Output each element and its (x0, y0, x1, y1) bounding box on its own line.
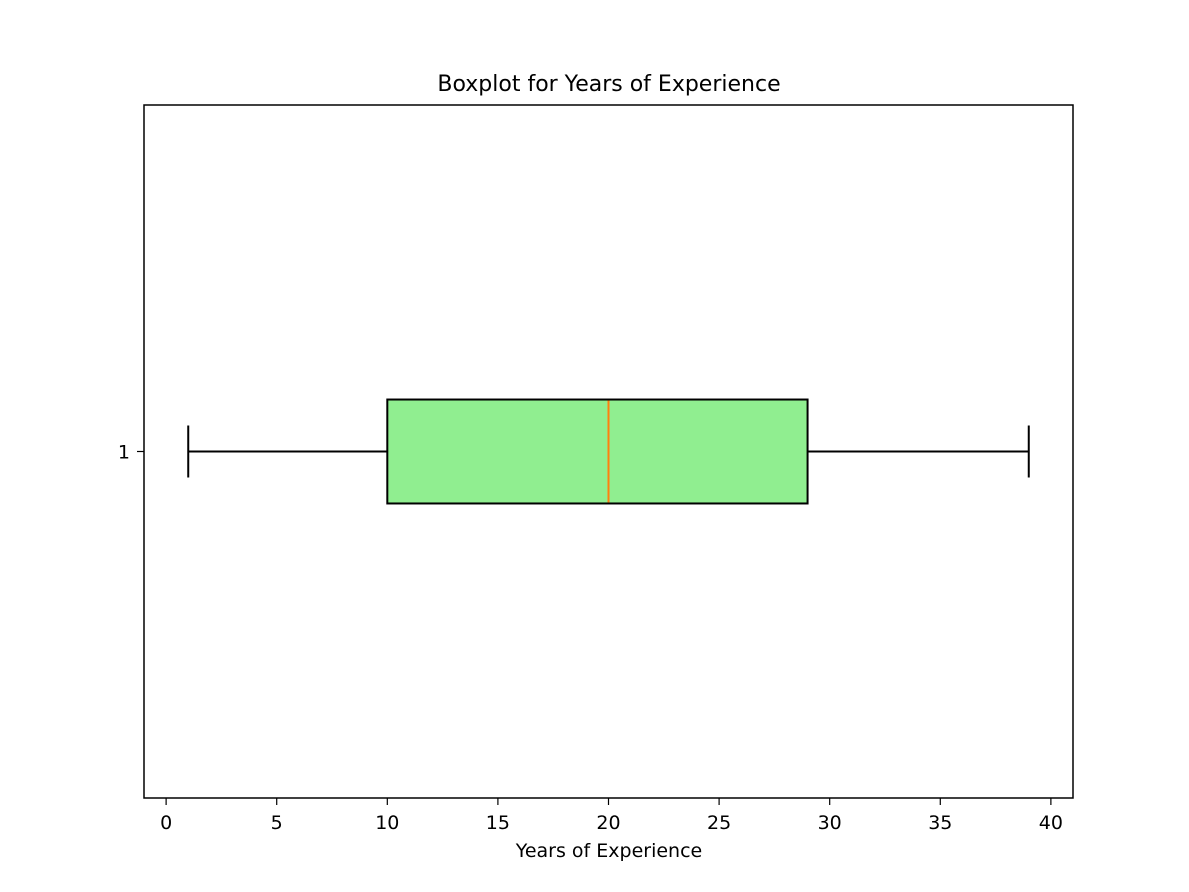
x-tick-label: 40 (1039, 812, 1063, 834)
box-group (187, 398, 1030, 505)
y-axis-ticks: 1 (118, 442, 144, 464)
x-axis-ticks: 0 5 10 15 20 25 30 35 40 (160, 798, 1063, 834)
iqr-box (386, 398, 809, 505)
x-tick-label: 0 (160, 812, 172, 834)
x-tick-label: 30 (818, 812, 842, 834)
x-tick-label: 35 (928, 812, 952, 834)
x-tick-label: 15 (486, 812, 510, 834)
y-tick-label: 1 (118, 442, 130, 464)
x-tick-label: 10 (375, 812, 399, 834)
x-axis-label: Years of Experience (515, 840, 702, 862)
plot-area (187, 398, 1030, 505)
x-tick-label: 20 (596, 812, 620, 834)
x-tick-label: 5 (271, 812, 283, 834)
chart-title: Boxplot for Years of Experience (437, 72, 780, 97)
x-tick-label: 25 (707, 812, 731, 834)
